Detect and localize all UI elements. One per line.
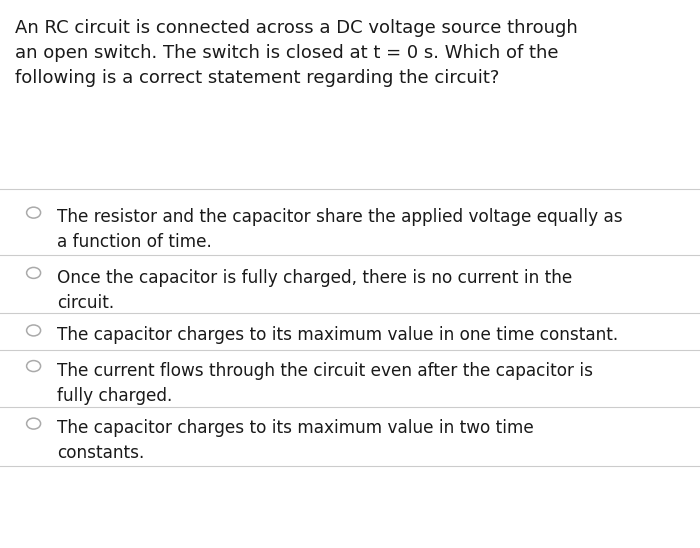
Text: The resistor and the capacitor share the applied voltage equally as
a function o: The resistor and the capacitor share the…: [57, 208, 623, 251]
Text: An RC circuit is connected across a DC voltage source through
an open switch. Th: An RC circuit is connected across a DC v…: [15, 19, 578, 87]
Text: The capacitor charges to its maximum value in one time constant.: The capacitor charges to its maximum val…: [57, 326, 619, 344]
Text: Once the capacitor is fully charged, there is no current in the
circuit.: Once the capacitor is fully charged, the…: [57, 269, 573, 311]
Text: The capacitor charges to its maximum value in two time
constants.: The capacitor charges to its maximum val…: [57, 419, 534, 462]
Text: The current flows through the circuit even after the capacitor is
fully charged.: The current flows through the circuit ev…: [57, 362, 594, 404]
